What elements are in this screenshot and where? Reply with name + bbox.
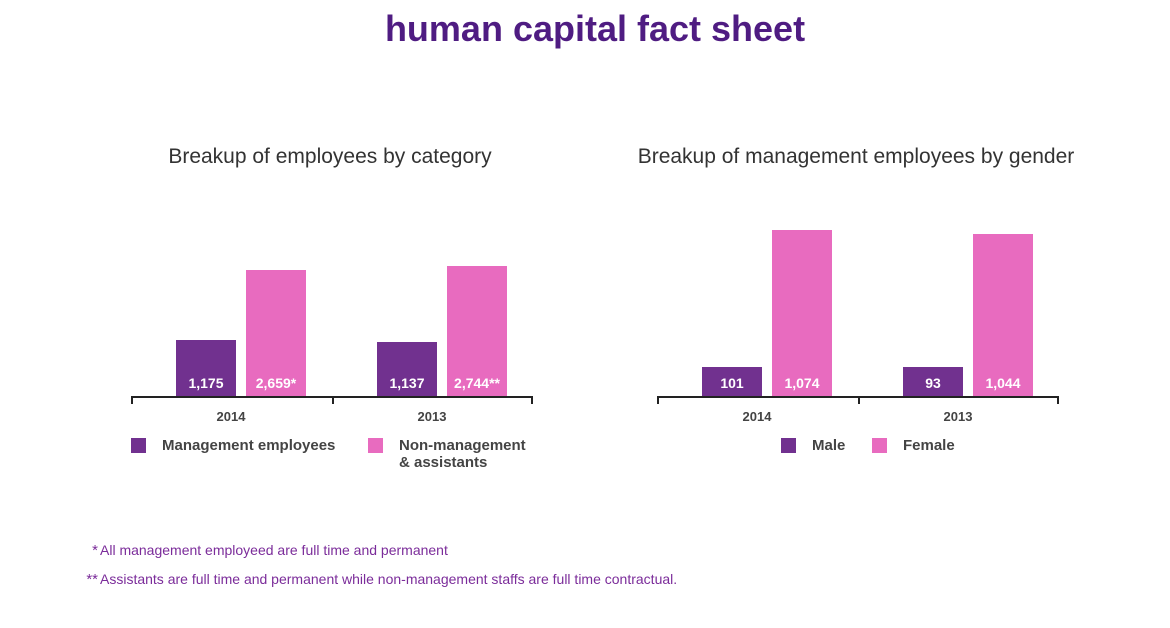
double-asterisk-icon: ** [86, 571, 98, 588]
bar-non-management-assistants-2013: 2,744** [447, 265, 507, 396]
bar-female-2013: 1,044 [973, 234, 1033, 396]
axis-tick [657, 396, 659, 404]
legend-line: Male [812, 437, 846, 454]
legend-label: Female [903, 437, 955, 454]
footnote-text: All management employeed are full time a… [100, 542, 448, 558]
legend-swatch [872, 438, 887, 453]
legend-item: Management employees [131, 437, 351, 454]
footnote-2: ** Assistants are full time and permanent… [68, 571, 677, 588]
category-label: 2013 [417, 409, 447, 424]
bar-non-management-assistants-2014: 2,659* [246, 269, 306, 396]
axis-tick [531, 396, 533, 404]
bar-value-label: 1,137 [389, 374, 425, 391]
bar-male-2013: 93 [903, 367, 963, 396]
bar-value-label: 1,044 [985, 374, 1021, 391]
footnote-text: Assistants are full time and permanent w… [100, 571, 678, 587]
category-label: 2014 [742, 409, 772, 424]
bar-value-label: 93 [925, 375, 941, 391]
legend-swatch [368, 438, 383, 453]
footnote-1: * All management employeed are full time … [68, 542, 448, 559]
bar-value-label: 2,744** [454, 374, 500, 391]
axis-tick [332, 396, 334, 404]
legend-label: Non-management & assistants [399, 437, 526, 471]
asterisk-icon: * [92, 542, 98, 559]
legend-label: Management employees [162, 437, 335, 454]
legend-line: & assistants [399, 454, 488, 471]
legend-label: Male [812, 437, 845, 454]
bar-value-label: 1,074 [784, 374, 820, 391]
category-label: 2013 [943, 409, 973, 424]
legend-item: Male [781, 437, 861, 454]
legend-swatch [781, 438, 796, 453]
legend-item: Non-management & assistants [368, 437, 568, 471]
category-label: 2014 [216, 409, 246, 424]
legend-line: Female [903, 437, 955, 454]
legend-line: Management employees [162, 437, 336, 454]
bar-value-label: 101 [720, 375, 744, 391]
legend-swatch [131, 438, 146, 453]
axis-tick [131, 396, 133, 404]
legend-line: Non-management [399, 437, 526, 454]
chart-title: Breakup of employees by category [168, 145, 492, 168]
bar-value-label: 1,175 [188, 375, 224, 391]
axis-tick [1057, 396, 1059, 404]
bar-management-employees-2014: 1,175 [176, 340, 236, 396]
bar-male-2014: 101 [702, 367, 762, 396]
legend-item: Female [872, 437, 972, 454]
bar-female-2014: 1,074 [772, 229, 832, 396]
chart-title: Breakup of management employees by gende… [637, 145, 1075, 168]
axis-tick [858, 396, 860, 404]
page-title: human capital fact sheet [384, 8, 806, 49]
bar-management-employees-2013: 1,137 [377, 341, 437, 396]
bar-value-label: 2,659* [255, 374, 297, 391]
